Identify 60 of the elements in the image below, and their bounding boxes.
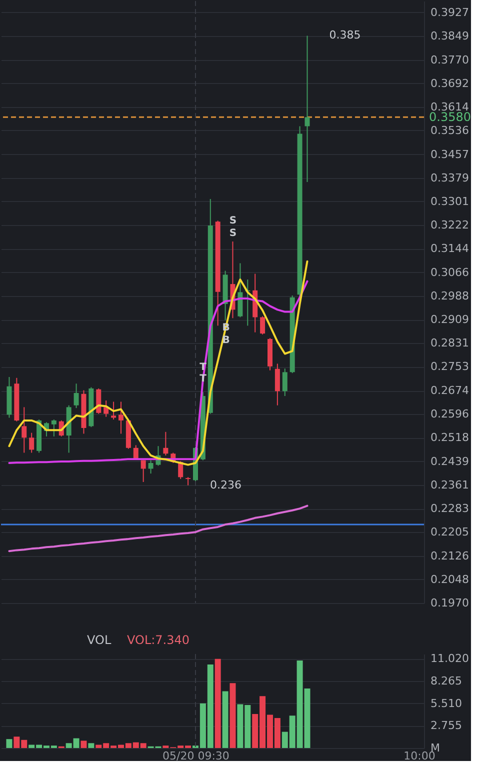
y-tick-label: 0.3066 — [430, 266, 469, 279]
y-tick-label: 0.3536 — [430, 124, 469, 137]
y-tick-label: 0.3144 — [430, 242, 469, 256]
line-series — [8, 504, 308, 552]
y-tick-label: 0.3222 — [430, 218, 469, 232]
y-tick-label: 0.2909 — [430, 313, 469, 326]
y-tick-label: 0.2674 — [430, 384, 469, 398]
y-tick-label: 0.2988 — [430, 289, 469, 302]
candlestick — [163, 431, 168, 456]
y-tick-label: 8.265 — [430, 674, 462, 688]
candlestick — [140, 460, 146, 482]
y-tick-label: 0.2205 — [430, 526, 469, 539]
y-tick-label: 0.3927 — [430, 6, 469, 19]
y-tick-label: 0.3692 — [430, 76, 469, 90]
y-tick-label: 0.1970 — [430, 596, 469, 610]
y-tick-label: 0.3849 — [430, 30, 469, 43]
candlestick — [282, 368, 288, 396]
y-tick-label: 0.3770 — [430, 53, 469, 66]
annotation: 0.236 — [210, 478, 242, 492]
candlestick — [22, 406, 27, 454]
candlestick — [111, 401, 116, 420]
candlestick — [118, 401, 124, 434]
y-tick-label: 0.2361 — [430, 478, 469, 492]
y-tick-label: 0.2283 — [430, 502, 469, 516]
chart-title: VOL — [87, 633, 112, 647]
bar — [6, 739, 12, 748]
y-tick-label: 0.3301 — [430, 194, 469, 208]
candlestick — [148, 460, 154, 474]
x-tick-label: 10:00 — [404, 750, 436, 762]
y-tick-label: 0.2753 — [430, 360, 469, 374]
candlestick — [74, 383, 79, 409]
chart-subtitle: VOL:7.340 — [127, 633, 190, 647]
y-tick-label: 2.755 — [430, 719, 462, 732]
candlestick — [186, 476, 191, 486]
y-tick-label: 0.2126 — [430, 549, 469, 562]
bar — [230, 683, 236, 748]
annotation: S — [229, 228, 237, 239]
candlestick — [304, 35, 310, 183]
annotation: 0.385 — [329, 28, 361, 42]
candlestick — [133, 444, 138, 460]
bar — [222, 691, 228, 748]
bar — [214, 658, 221, 748]
y-tick-label: 0.2831 — [430, 336, 469, 350]
y-tick-label: 0.3457 — [430, 148, 469, 161]
y-tick-label: 0.2596 — [430, 408, 469, 421]
y-tick-label: 11.020 — [430, 652, 469, 666]
x-tick-label: 05/20 09:30 — [162, 750, 230, 762]
y-tick-label: 0.2048 — [430, 572, 469, 586]
candlestick — [274, 363, 280, 406]
bar — [80, 740, 87, 748]
y-tick-label: 0.2439 — [430, 454, 469, 468]
y-tick-label: 0.2518 — [430, 431, 469, 444]
annotation: S — [229, 216, 237, 227]
y-tick-label: 0.3379 — [430, 171, 469, 184]
candlestick — [104, 400, 109, 418]
bar — [88, 743, 94, 748]
candlestick — [51, 419, 56, 437]
candlestick — [29, 432, 34, 454]
y-tick-label: 5.510 — [430, 696, 462, 710]
candlestick — [260, 316, 266, 335]
